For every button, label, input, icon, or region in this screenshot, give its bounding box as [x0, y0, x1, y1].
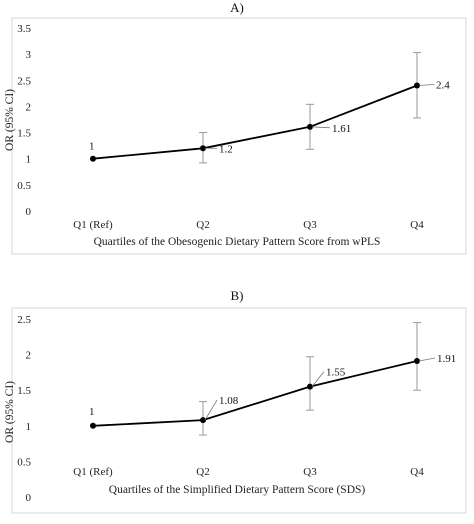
y-tick-label: 1 — [26, 154, 32, 166]
x-tick-label: Q3 — [303, 219, 317, 231]
series-line — [92, 84, 418, 160]
data-point — [307, 123, 313, 130]
y-tick-label: 0.5 — [17, 180, 31, 192]
x-tick-label: Q4 — [410, 219, 424, 231]
label-leader — [418, 357, 436, 362]
data-label: 1.55 — [326, 367, 346, 379]
x-tick-label: Q2 — [196, 219, 209, 231]
y-tick-label: 2.5 — [17, 75, 31, 87]
y-tick-label: 3 — [26, 49, 32, 61]
data-point — [414, 358, 420, 365]
y-tick-label: 3.5 — [17, 23, 31, 35]
x-tick-label: Q4 — [410, 466, 424, 478]
label-leader — [311, 126, 331, 129]
data-point — [90, 155, 96, 162]
chart-title: A) — [230, 0, 244, 15]
y-tick-label: 2.5 — [17, 314, 31, 326]
chart-panel-b: B) 0 0.5 1 1.5 2 2.5 Q1 (Ref) Q2 Q3 Q4 Quartiles of… — [4, 288, 467, 514]
y-tick-label: 2 — [26, 350, 32, 362]
x-axis-title: Quartiles of the Obesogenic Dietary Patt… — [94, 236, 381, 248]
data-label: 1 — [89, 406, 95, 418]
series-line — [92, 360, 418, 427]
data-label: 1.61 — [332, 123, 351, 135]
data-point — [414, 82, 420, 89]
label-leader — [204, 399, 218, 421]
y-axis-title: OR (95% CI) — [4, 381, 16, 443]
chart-frame — [11, 17, 467, 255]
data-point — [90, 422, 96, 429]
y-tick-label: 0 — [26, 206, 32, 218]
x-tick-label: Q1 (Ref) — [73, 219, 113, 231]
y-tick-label: 1.5 — [17, 128, 31, 140]
x-tick-label: Q1 (Ref) — [73, 466, 113, 478]
chart-title: B) — [231, 288, 244, 303]
y-tick-label: 1 — [26, 421, 32, 433]
y-tick-label: 1.5 — [17, 385, 31, 397]
x-tick-label: Q2 — [196, 466, 209, 478]
label-leader — [418, 84, 435, 86]
label-leader — [311, 371, 325, 387]
y-tick-label: 2 — [26, 101, 32, 113]
y-axis-title: OR (95% CI) — [4, 89, 16, 151]
data-label: 1.08 — [219, 395, 239, 407]
x-tick-label: Q3 — [303, 466, 317, 478]
data-point — [200, 417, 206, 424]
y-tick-label: 0.5 — [17, 456, 31, 468]
data-label: 1 — [89, 141, 95, 153]
chart-frame — [11, 307, 467, 514]
data-point — [307, 383, 313, 390]
data-point — [200, 145, 206, 152]
data-label: 2.4 — [436, 80, 450, 92]
y-tick-label: 0 — [26, 492, 32, 504]
data-label: 1.91 — [437, 353, 456, 365]
chart-panel-a: A) 0 0.5 1 1.5 2 2.5 3 3.5 Q1 (Ref) Q2 Q3 Q4 Quartile… — [4, 0, 467, 255]
x-axis-title: Quartiles of the Simplified Dietary Patt… — [109, 484, 366, 496]
data-label: 1.2 — [219, 143, 233, 155]
